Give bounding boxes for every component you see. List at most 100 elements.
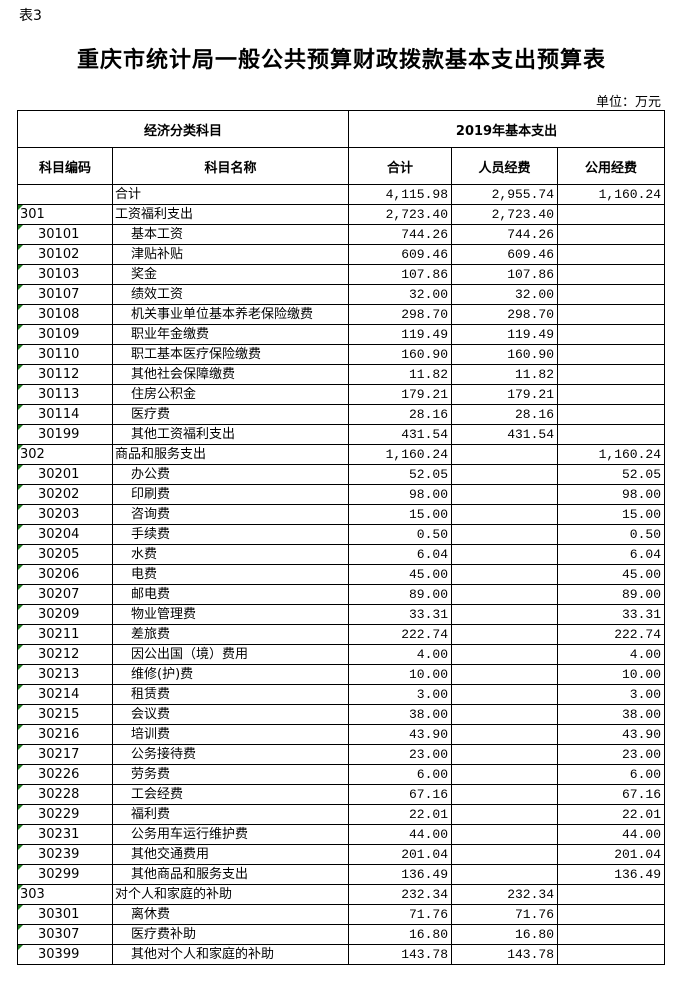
table-row: 30307 医疗费补助 16.80 16.80 (17, 924, 666, 945)
code-cell-text: 30399 (38, 947, 80, 962)
total-cell-text: 44.00 (409, 827, 449, 842)
total-cell: 201.04 (348, 844, 453, 865)
personnel-cell-text: 32.00 (515, 287, 555, 302)
total-cell-text: 107.86 (401, 267, 449, 282)
code-cell-text: 30101 (38, 227, 80, 242)
total-cell: 609.46 (348, 244, 453, 265)
public-cell-text: 43.90 (622, 727, 662, 742)
table-row: 30231 公务用车运行维护费 44.00 44.00 (17, 824, 666, 845)
cell-marker-icon (18, 865, 23, 870)
public-cell: 22.01 (557, 804, 666, 825)
name-cell: 工会经费 (111, 784, 350, 805)
code-cell: 30107 (17, 284, 113, 305)
public-cell-text: 0.50 (629, 527, 662, 542)
total-cell-text: 136.49 (401, 867, 449, 882)
public-cell: 45.00 (557, 564, 666, 585)
total-cell: 431.54 (348, 424, 453, 445)
total-cell-text: 298.70 (401, 307, 449, 322)
name-cell-text: 医疗费补助 (131, 927, 197, 942)
code-cell-text: 30113 (38, 387, 80, 402)
name-cell: 维修(护)费 (111, 664, 350, 685)
total-cell: 744.26 (348, 224, 453, 245)
code-cell: 30228 (17, 784, 113, 805)
public-cell-text: 4.00 (629, 647, 662, 662)
total-cell: 4.00 (348, 644, 453, 665)
header-personnel: 人员经费 (451, 147, 559, 185)
public-cell: 89.00 (557, 584, 666, 605)
public-cell (557, 884, 666, 905)
name-cell-text: 公务用车运行维护费 (131, 827, 249, 842)
personnel-cell (451, 604, 559, 625)
code-cell-text: 30231 (38, 827, 80, 842)
code-cell: 30212 (17, 644, 113, 665)
total-cell-text: 179.21 (401, 387, 449, 402)
public-cell: 33.31 (557, 604, 666, 625)
public-cell-text: 38.00 (622, 707, 662, 722)
cell-marker-icon (18, 465, 23, 470)
public-cell (557, 204, 666, 225)
public-cell: 38.00 (557, 704, 666, 725)
total-cell: 33.31 (348, 604, 453, 625)
total-cell-text: 89.00 (409, 587, 449, 602)
table-row: 30108 机关事业单位基本养老保险缴费 298.70 298.70 (17, 304, 666, 325)
cell-marker-icon (18, 225, 23, 230)
code-cell-text: 30213 (38, 667, 80, 682)
code-cell: 30229 (17, 804, 113, 825)
table-row: 30239 其他交通费用 201.04 201.04 (17, 844, 666, 865)
name-cell: 差旅费 (111, 624, 350, 645)
code-cell-text: 30214 (38, 687, 80, 702)
cell-marker-icon (18, 665, 23, 670)
code-cell: 30307 (17, 924, 113, 945)
code-cell-text: 30109 (38, 327, 80, 342)
cell-marker-icon (18, 825, 23, 830)
personnel-cell-text: 609.46 (507, 247, 555, 262)
public-cell (557, 924, 666, 945)
public-cell: 43.90 (557, 724, 666, 745)
code-cell-text: 30211 (38, 627, 80, 642)
cell-marker-icon (18, 505, 23, 510)
code-cell: 30239 (17, 844, 113, 865)
name-cell-text: 津贴补贴 (131, 247, 184, 262)
code-cell: 30399 (17, 944, 113, 965)
public-cell (557, 284, 666, 305)
name-cell: 奖金 (111, 264, 350, 285)
total-cell: 52.05 (348, 464, 453, 485)
personnel-cell (451, 684, 559, 705)
cell-marker-icon (18, 785, 23, 790)
personnel-cell-text: 179.21 (507, 387, 555, 402)
public-cell (557, 344, 666, 365)
name-cell: 其他工资福利支出 (111, 424, 350, 445)
personnel-cell (451, 664, 559, 685)
name-cell: 公务用车运行维护费 (111, 824, 350, 845)
public-cell: 136.49 (557, 864, 666, 885)
cell-marker-icon (18, 765, 23, 770)
code-cell: 30109 (17, 324, 113, 345)
code-cell (17, 184, 113, 205)
total-cell: 136.49 (348, 864, 453, 885)
public-cell (557, 244, 666, 265)
code-cell-text: 30205 (38, 547, 80, 562)
name-cell-text: 电费 (131, 567, 158, 582)
public-cell-text: 67.16 (622, 787, 662, 802)
code-cell: 30201 (17, 464, 113, 485)
public-cell-text: 10.00 (622, 667, 662, 682)
public-cell (557, 224, 666, 245)
total-cell: 45.00 (348, 564, 453, 585)
code-cell-text: 30201 (38, 467, 80, 482)
code-cell-text: 30203 (38, 507, 80, 522)
total-cell: 298.70 (348, 304, 453, 325)
code-cell-text: 30103 (38, 267, 80, 282)
table-row: 30228 工会经费 67.16 67.16 (17, 784, 666, 805)
public-cell-text: 1,160.24 (598, 187, 662, 202)
code-cell-text: 30202 (38, 487, 80, 502)
public-cell (557, 264, 666, 285)
name-cell: 其他商品和服务支出 (111, 864, 350, 885)
personnel-cell (451, 704, 559, 725)
public-cell-text: 45.00 (622, 567, 662, 582)
personnel-cell: 71.76 (451, 904, 559, 925)
name-cell: 职工基本医疗保险缴费 (111, 344, 350, 365)
personnel-cell: 232.34 (451, 884, 559, 905)
name-cell: 培训费 (111, 724, 350, 745)
cell-marker-icon (18, 425, 23, 430)
personnel-cell: 298.70 (451, 304, 559, 325)
